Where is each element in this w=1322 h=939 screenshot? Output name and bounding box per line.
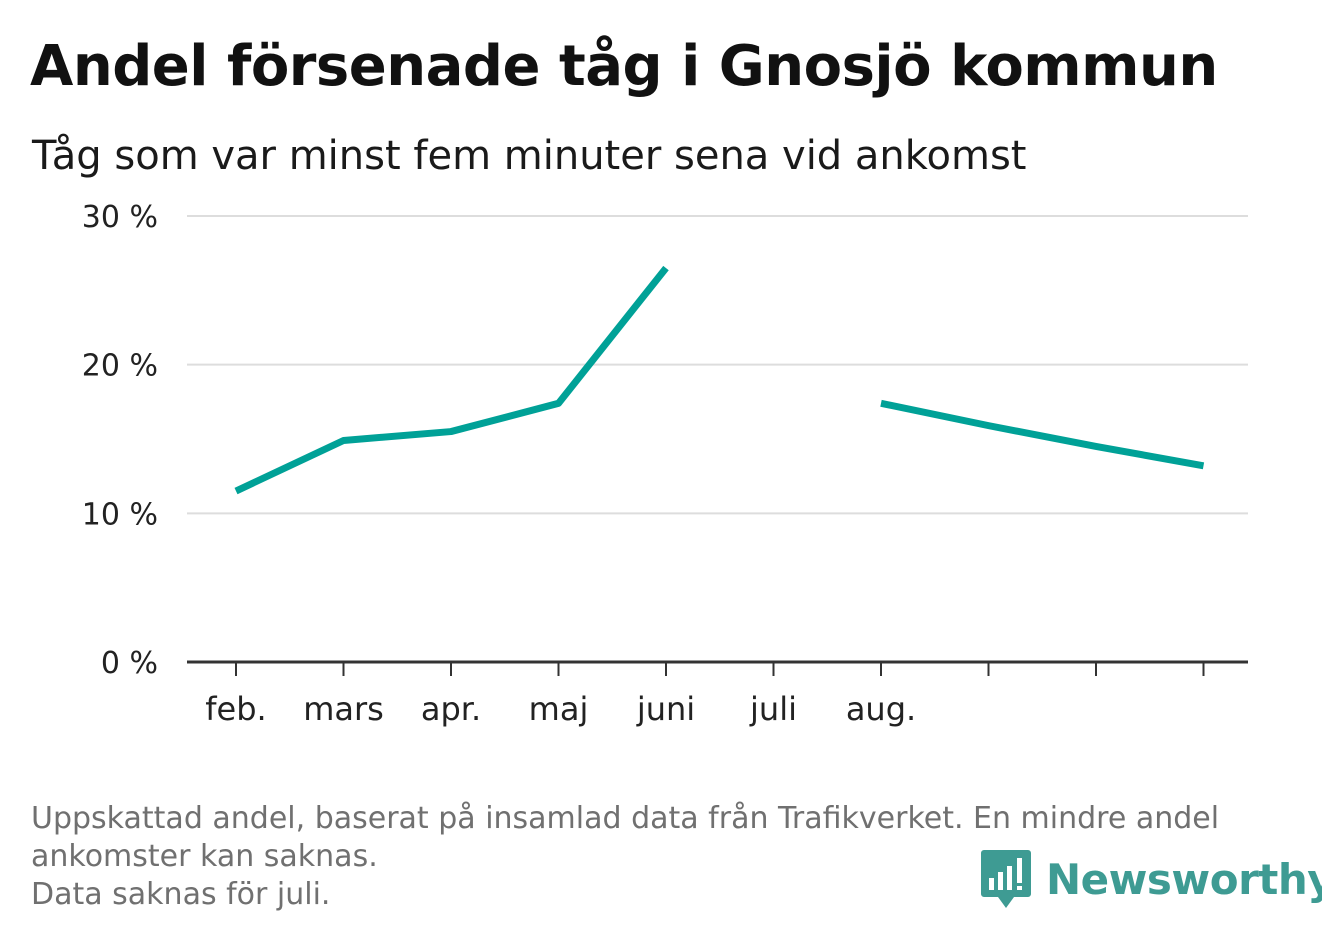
line-chart: 0 % 10 % 20 % 30 % feb. mars apr. maj juni juli au… [82, 200, 1248, 728]
newsworthy-logo: Newsworthy [980, 848, 1322, 910]
footnote-line-3: Data saknas för juli. [31, 877, 331, 912]
x-tick-label: juni [636, 690, 695, 728]
chart-subtitle: Tåg som var minst fem minuter sena vid a… [32, 133, 1027, 179]
bar-chart-speech-bubble-icon [981, 850, 1031, 908]
x-tick-label: maj [529, 690, 589, 728]
x-tick-label: mars [303, 690, 384, 728]
y-tick-label: 20 % [82, 349, 158, 384]
series-line [880, 399, 1205, 470]
footnote-line-2: ankomster kan saknas. [31, 839, 378, 874]
x-tick-label: juli [749, 690, 797, 728]
x-tick-label: aug. [846, 690, 916, 728]
footnote: Uppskattad andel, baserat på insamlad da… [31, 800, 1291, 914]
y-tick-label: 30 % [82, 200, 158, 235]
footnote-line-1: Uppskattad andel, baserat på insamlad da… [31, 801, 1220, 836]
series-line [234, 265, 669, 495]
y-tick-label: 10 % [82, 497, 158, 532]
brand-name: Newsworthy [1046, 854, 1322, 904]
y-tick-label: 0 % [101, 646, 158, 681]
x-tick-label: feb. [205, 690, 266, 728]
chart-title: Andel försenade tåg i Gnosjö kommun [30, 34, 1218, 99]
x-tick-label: apr. [421, 690, 481, 728]
